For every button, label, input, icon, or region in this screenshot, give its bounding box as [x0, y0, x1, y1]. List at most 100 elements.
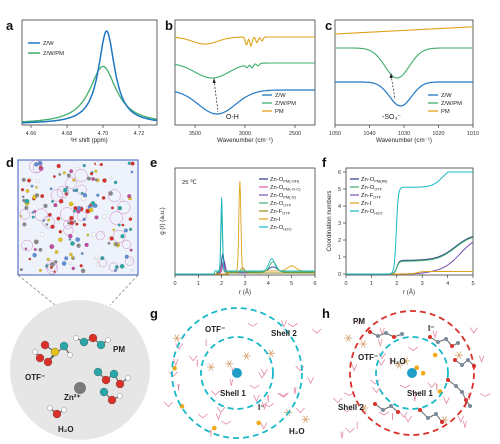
label-otf: OTF⁻ — [358, 353, 378, 362]
label-h2o: H₂O — [58, 425, 74, 434]
atom — [61, 407, 67, 413]
atom — [73, 220, 77, 223]
x-tick-label: 4.72 — [134, 131, 145, 137]
otf-star — [172, 334, 181, 342]
ion-shell — [109, 211, 123, 225]
atom — [68, 262, 72, 265]
panel-b-xlabel: Wavenumber (cm⁻¹) — [217, 137, 273, 144]
pm-chains — [368, 330, 476, 424]
bond — [244, 352, 249, 360]
atom — [68, 238, 72, 241]
bond — [403, 357, 409, 365]
atom — [79, 337, 89, 347]
atom — [109, 369, 119, 379]
atom — [428, 335, 432, 339]
panel-b-ticks: 3500 3000 2500 — [189, 125, 301, 137]
water-stick — [215, 412, 222, 421]
x-tick-label: 2 — [220, 281, 223, 287]
atom — [127, 194, 132, 199]
bond — [208, 363, 214, 371]
panel-c-frame — [334, 19, 474, 126]
iodide-ion — [256, 420, 262, 426]
atom — [73, 335, 79, 341]
atom — [95, 161, 100, 166]
panel-c-xlabel: Wavenumber (cm⁻¹) — [376, 137, 432, 144]
water-stick — [210, 429, 212, 437]
bond — [360, 340, 366, 348]
water-stick — [247, 322, 258, 327]
zoom-line-right — [109, 274, 139, 306]
series-line-z-w-pm — [174, 62, 315, 79]
simulation-box — [17, 159, 139, 276]
ion-shell — [63, 219, 73, 230]
water-molecule — [32, 349, 45, 363]
pm-chain — [453, 358, 476, 368]
zoom-circle — [10, 300, 150, 440]
water-stick — [279, 392, 289, 398]
shell-2-ring — [171, 307, 303, 439]
label-h2o: H₂O — [390, 357, 406, 366]
panel-a-xlabel: ¹H shift (ppm) — [70, 137, 107, 144]
panel-f-ticks: 0 1 2 3 4 5 0 1 2 3 4 5 6 — [338, 170, 475, 287]
panel-e-ticks: 0 1 2 3 4 5 6 — [173, 275, 317, 287]
panel-e-legend: Zn-OPM(-OH)Zn-OPM(-O-C)Zn-OPM(-S)Zn-OOTF… — [259, 177, 301, 232]
label-pm: PM — [353, 317, 365, 326]
label-iodide: I⁻ — [428, 324, 434, 333]
atom — [84, 242, 89, 247]
legend-label: Zn-OPM(-OH) — [270, 177, 300, 184]
panel-label-e: e — [150, 155, 157, 170]
shell-1-ring — [375, 336, 449, 410]
atom — [69, 252, 73, 257]
atom — [47, 405, 53, 411]
atom — [22, 222, 27, 227]
series-line-z-w — [335, 81, 473, 107]
atom — [89, 172, 94, 176]
water-stick — [293, 387, 297, 395]
panel-label-c: c — [325, 18, 332, 33]
atom — [94, 178, 98, 182]
ion-shell — [32, 162, 43, 173]
atom — [40, 194, 45, 199]
ion-shell — [60, 207, 75, 222]
water-stick — [249, 384, 260, 389]
atom — [50, 347, 60, 357]
atom — [434, 412, 438, 416]
series-line-z-w-pm — [335, 47, 473, 79]
label-shell-1: Shell 1 — [407, 389, 433, 398]
water-stick — [287, 323, 298, 327]
atom — [47, 218, 51, 222]
atom — [53, 203, 58, 208]
zn-ion — [232, 368, 242, 378]
x-tick-label: 1020 — [432, 131, 444, 137]
label-shell-2: Shell 2 — [271, 329, 297, 338]
x-tick-label: 4 — [267, 281, 270, 287]
water-stick — [260, 368, 268, 376]
panel-label-a: a — [6, 18, 14, 33]
atom — [46, 257, 50, 261]
atom — [460, 363, 464, 367]
ion-shell — [74, 168, 88, 182]
atom — [123, 228, 128, 233]
x-tick-label: 3 — [243, 281, 246, 287]
water-stick — [378, 411, 390, 416]
atom — [79, 264, 83, 268]
temperature-label: 25 ℃ — [182, 180, 197, 186]
pm-chain — [368, 330, 404, 339]
atom — [40, 340, 50, 350]
atom — [436, 340, 440, 344]
x-tick-label: 4.70 — [98, 131, 109, 137]
atom — [76, 243, 81, 248]
atom — [466, 358, 470, 362]
zn-ion — [407, 368, 417, 378]
atom — [35, 353, 45, 363]
ion-shell — [46, 263, 58, 275]
atom — [34, 193, 40, 198]
atom — [43, 357, 53, 367]
water-stick — [163, 401, 173, 408]
atom — [86, 176, 91, 181]
ion-shell — [63, 225, 74, 236]
atom — [131, 268, 134, 272]
x-tick-label: 1050 — [329, 131, 341, 137]
atom — [33, 248, 37, 252]
solvent-background — [163, 320, 322, 437]
